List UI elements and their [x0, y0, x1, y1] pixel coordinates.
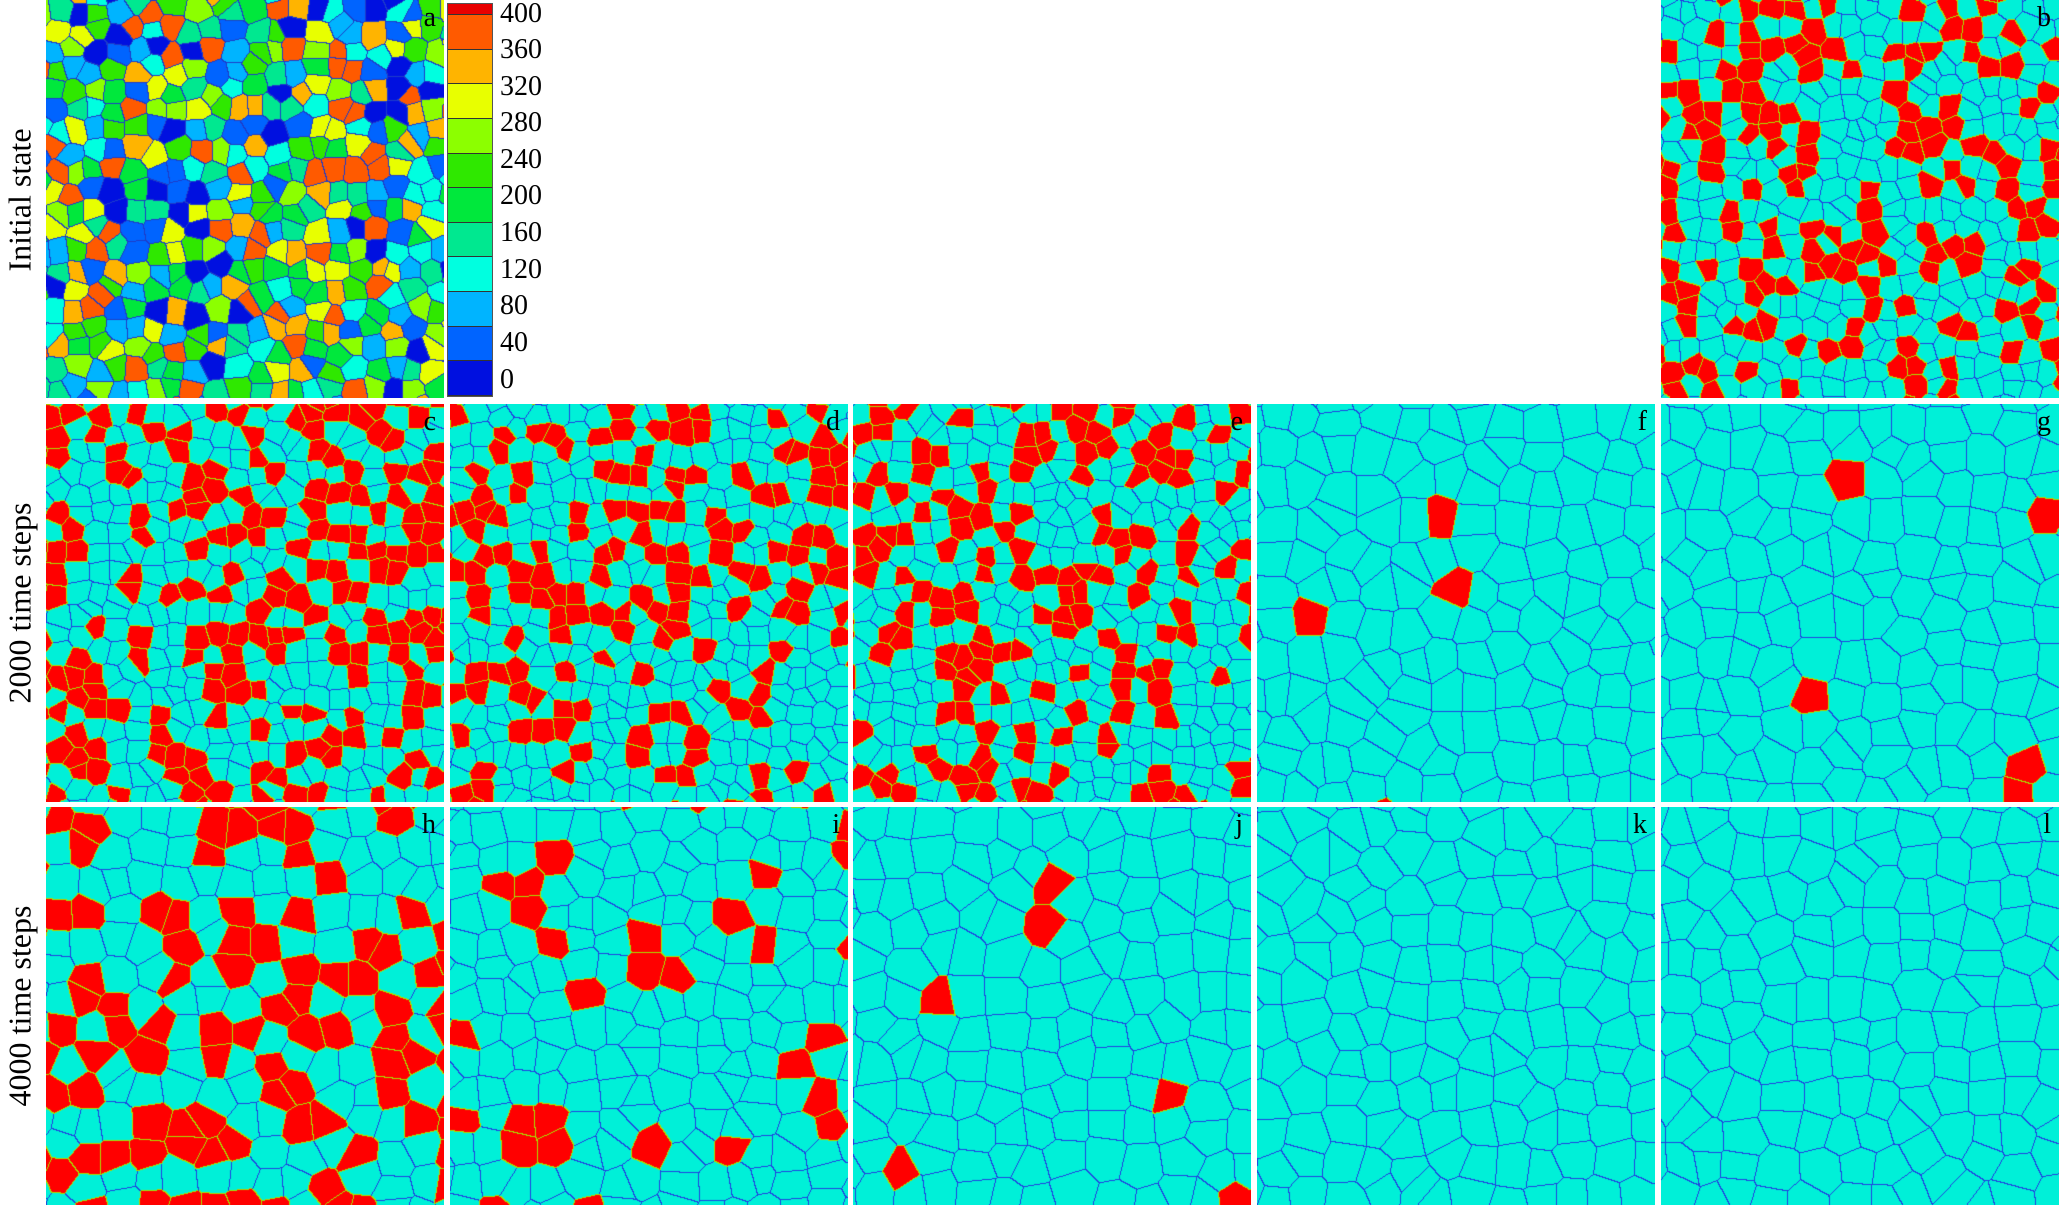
colorbar-band: [448, 4, 492, 16]
panel-label: g: [2037, 406, 2051, 437]
grain-map: [1257, 807, 1655, 1205]
panel-label: d: [826, 406, 840, 437]
microstructure-panel-k: k: [1257, 807, 1655, 1205]
colorbar-band: [448, 188, 492, 223]
row-label-4000: 4000 time steps: [1, 905, 38, 1107]
panel-label: i: [832, 809, 840, 840]
colorbar-band: [448, 361, 492, 396]
row-label-initial: Initial state: [1, 128, 38, 272]
grain-map: [1661, 0, 2059, 398]
grain-map: [450, 404, 848, 802]
colorbar-band: [448, 222, 492, 258]
colorbar-band: [448, 118, 492, 154]
microstructure-panel-j: j: [853, 807, 1251, 1205]
colorbar-tick-label: 240: [500, 144, 542, 175]
grain-map: [46, 0, 444, 398]
colorbar-tick-label: 120: [500, 254, 542, 285]
microstructure-panel-e: e: [853, 404, 1251, 802]
panel-label: a: [423, 2, 436, 33]
grain-map: [853, 404, 1251, 802]
colorbar: [447, 3, 493, 397]
grain-map: [46, 404, 444, 802]
colorbar-band: [448, 326, 492, 362]
microstructure-panel-f: f: [1257, 404, 1655, 802]
grain-map: [1257, 404, 1655, 802]
colorbar-band: [448, 15, 492, 50]
colorbar-tick-label: 320: [500, 71, 542, 102]
microstructure-panel-h: h: [46, 807, 444, 1205]
colorbar-band: [448, 49, 492, 85]
colorbar-band: [448, 153, 492, 189]
microstructure-panel-c: c: [46, 404, 444, 802]
grain-map: [853, 807, 1251, 1205]
microstructure-panel-a: a: [46, 0, 444, 398]
colorbar-tick-label: 280: [500, 107, 542, 138]
microstructure-panel-d: d: [450, 404, 848, 802]
colorbar-tick-label: 0: [500, 364, 514, 395]
colorbar-tick-label: 40: [500, 327, 528, 358]
colorbar-tick-label: 160: [500, 217, 542, 248]
grain-map: [450, 807, 848, 1205]
colorbar-band: [448, 84, 492, 119]
panel-label: j: [1235, 809, 1243, 840]
grain-map: [46, 807, 444, 1205]
panel-label: l: [2043, 809, 2051, 840]
row-label-2000: 2000 time steps: [1, 502, 38, 704]
microstructure-panel-i: i: [450, 807, 848, 1205]
microstructure-panel-b: b: [1661, 0, 2059, 398]
colorbar-tick-label: 200: [500, 180, 542, 211]
colorbar-band: [448, 292, 492, 327]
colorbar-band: [448, 257, 492, 293]
panel-label: h: [422, 809, 436, 840]
grain-map: [1661, 404, 2059, 802]
microstructure-panel-g: g: [1661, 404, 2059, 802]
panel-label: c: [423, 406, 436, 437]
panel-label: b: [2037, 2, 2051, 33]
colorbar-tick-label: 80: [500, 290, 528, 321]
panel-label: e: [1230, 406, 1243, 437]
panel-label: k: [1633, 809, 1647, 840]
grain-map: [1661, 807, 2059, 1205]
microstructure-panel-l: l: [1661, 807, 2059, 1205]
colorbar-tick-label: 360: [500, 34, 542, 65]
colorbar-tick-label: 400: [500, 0, 542, 29]
panel-label: f: [1637, 406, 1647, 437]
